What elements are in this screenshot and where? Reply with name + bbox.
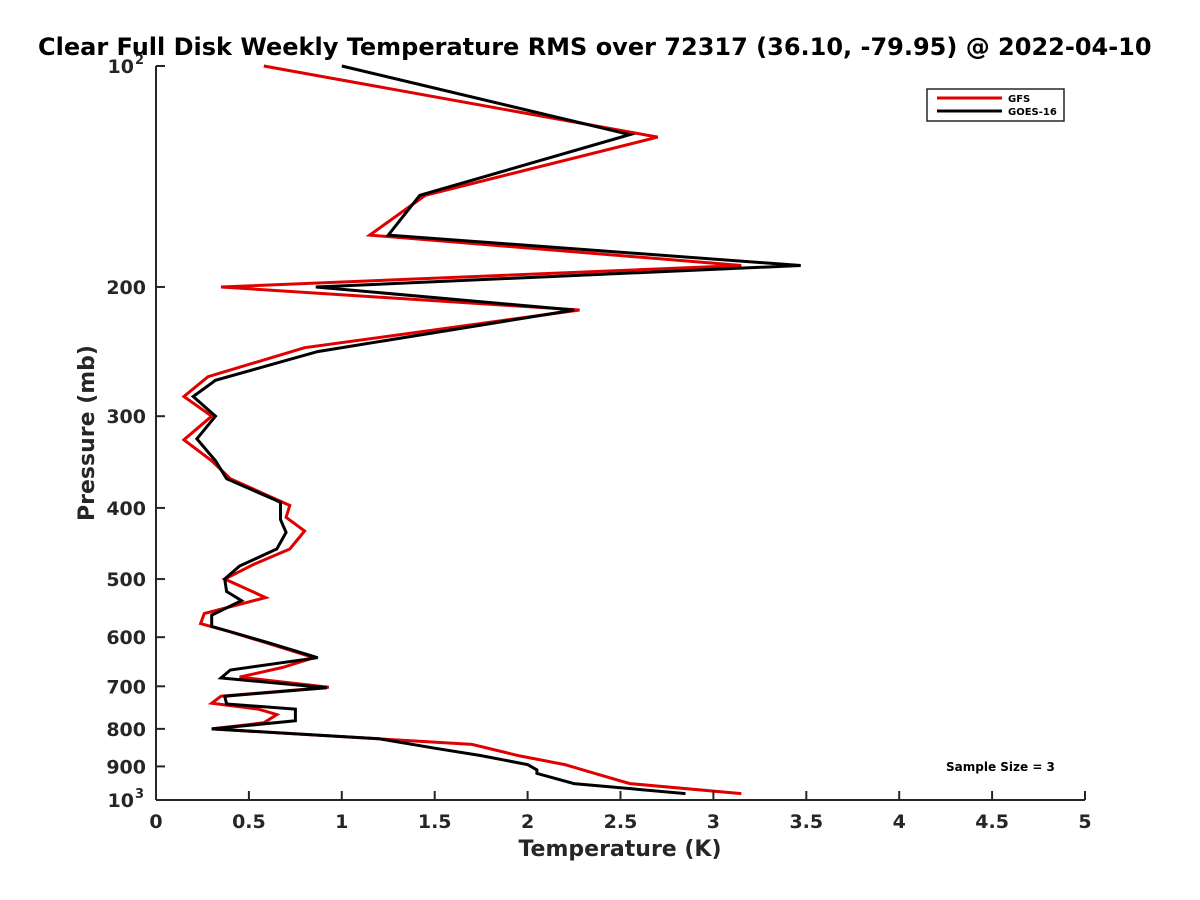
y-tick-label: 700 (106, 676, 146, 698)
x-tick-label: 4.5 (975, 811, 1009, 833)
x-tick-label: 2 (521, 811, 534, 833)
x-tick-label: 3.5 (789, 811, 823, 833)
y-tick-base: 10 (108, 56, 134, 78)
x-axis-label: Temperature (K) (518, 837, 721, 862)
chart-title: Clear Full Disk Weekly Temperature RMS o… (38, 33, 1152, 61)
x-tick-label: 0 (149, 811, 162, 833)
legend-label: GFS (1008, 94, 1030, 105)
y-tick-label: 800 (106, 719, 146, 741)
legend: GFS GOES-16 (926, 88, 1065, 122)
y-tick-label: 500 (106, 569, 146, 591)
sample-size-annotation: Sample Size = 3 (946, 760, 1055, 774)
y-tick-exponent: 2 (135, 53, 144, 68)
series-layer (181, 64, 801, 796)
y-tick-label: 10 (108, 790, 134, 812)
y-tick-base: 10 (108, 790, 134, 812)
x-tick-label: 1 (335, 811, 348, 833)
y-tick-label: 300 (106, 406, 146, 428)
x-tick-label: 1.5 (418, 811, 452, 833)
y-tick-label: 200 (106, 277, 146, 299)
series-line-gfs (181, 64, 742, 796)
x-tick-label: 3 (707, 811, 720, 833)
y-tick-label: 10 (108, 56, 134, 78)
y-tick-label: 400 (106, 498, 146, 520)
legend-label: GOES-16 (1008, 107, 1057, 118)
x-tick-label: 4 (893, 811, 906, 833)
series-line-goes-16 (190, 64, 801, 796)
y-axis-label: Pressure (mb) (75, 345, 100, 521)
x-tick-label: 5 (1078, 811, 1091, 833)
x-tick-label: 0.5 (232, 811, 266, 833)
axes-layer: 0 0.5 1 1.5 2 2.5 3 3.5 4 4.5 510 22003004005006007… (106, 53, 1091, 833)
y-tick-label: 900 (106, 756, 146, 778)
legend-box (926, 88, 1065, 122)
x-tick-label: 2.5 (604, 811, 638, 833)
y-tick-exponent: 3 (135, 787, 144, 802)
y-tick-label: 600 (106, 627, 146, 649)
